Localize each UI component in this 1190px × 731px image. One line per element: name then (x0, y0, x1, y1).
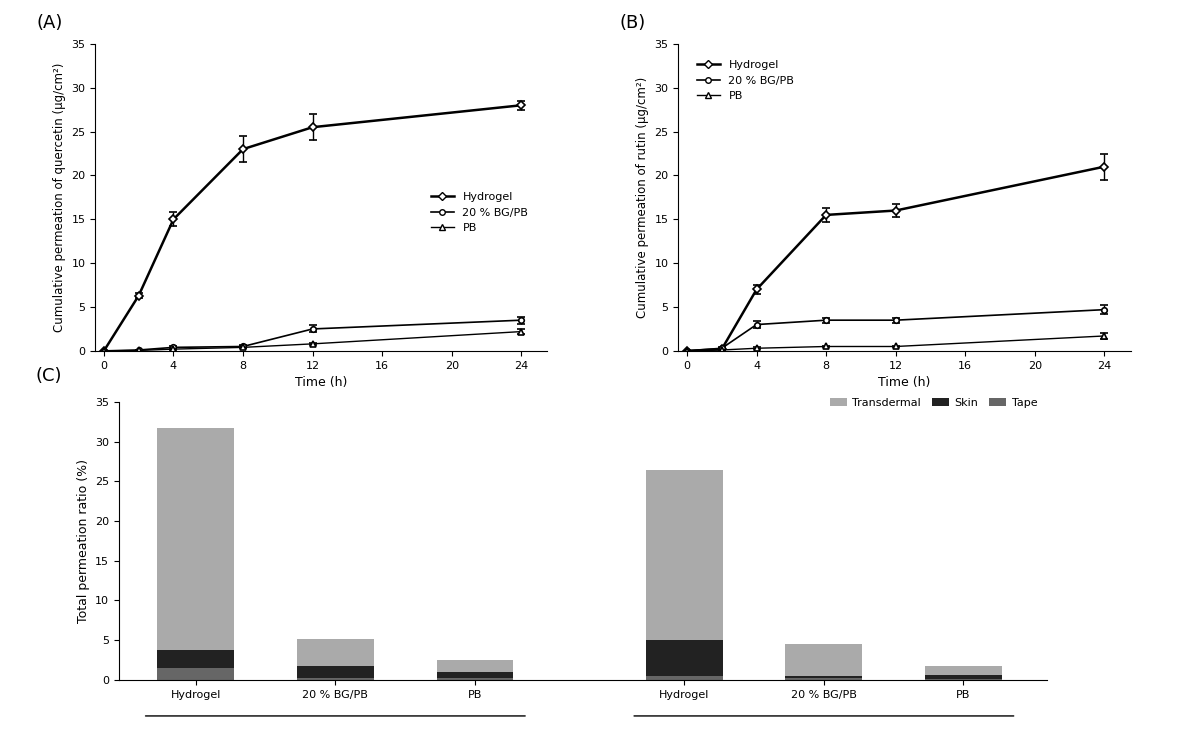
Bar (646, 640, 722, 676)
Y-axis label: Cumulative permeation of rutin (μg/cm²): Cumulative permeation of rutin (μg/cm²) (635, 77, 649, 318)
Bar (925, 679, 1002, 680)
Text: (B): (B) (620, 14, 646, 31)
Bar (437, 660, 513, 672)
X-axis label: Time (h): Time (h) (295, 376, 347, 389)
Bar (646, 676, 722, 680)
Bar (785, 676, 863, 678)
Y-axis label: Total permeation ratio (%): Total permeation ratio (%) (76, 459, 89, 623)
Bar (298, 678, 374, 680)
Bar (925, 675, 1002, 679)
Text: (A): (A) (37, 14, 63, 31)
Bar (646, 469, 722, 640)
Bar (157, 668, 234, 680)
Legend: Hydrogel, 20 % BG/PB, PB: Hydrogel, 20 % BG/PB, PB (693, 56, 798, 105)
Bar (298, 639, 374, 667)
Text: (C): (C) (36, 368, 62, 385)
Legend: Transdermal, Skin, Tape: Transdermal, Skin, Tape (826, 394, 1041, 412)
Bar (437, 678, 513, 680)
Bar (157, 651, 234, 668)
Bar (437, 672, 513, 678)
Bar (298, 667, 374, 678)
X-axis label: Time (h): Time (h) (878, 376, 931, 389)
Bar (785, 678, 863, 680)
Bar (157, 428, 234, 651)
Bar (785, 644, 863, 676)
Bar (925, 665, 1002, 675)
Legend: Hydrogel, 20 % BG/PB, PB: Hydrogel, 20 % BG/PB, PB (427, 188, 533, 238)
Y-axis label: Cumulative permeation of quercetin (μg/cm²): Cumulative permeation of quercetin (μg/c… (52, 63, 65, 332)
